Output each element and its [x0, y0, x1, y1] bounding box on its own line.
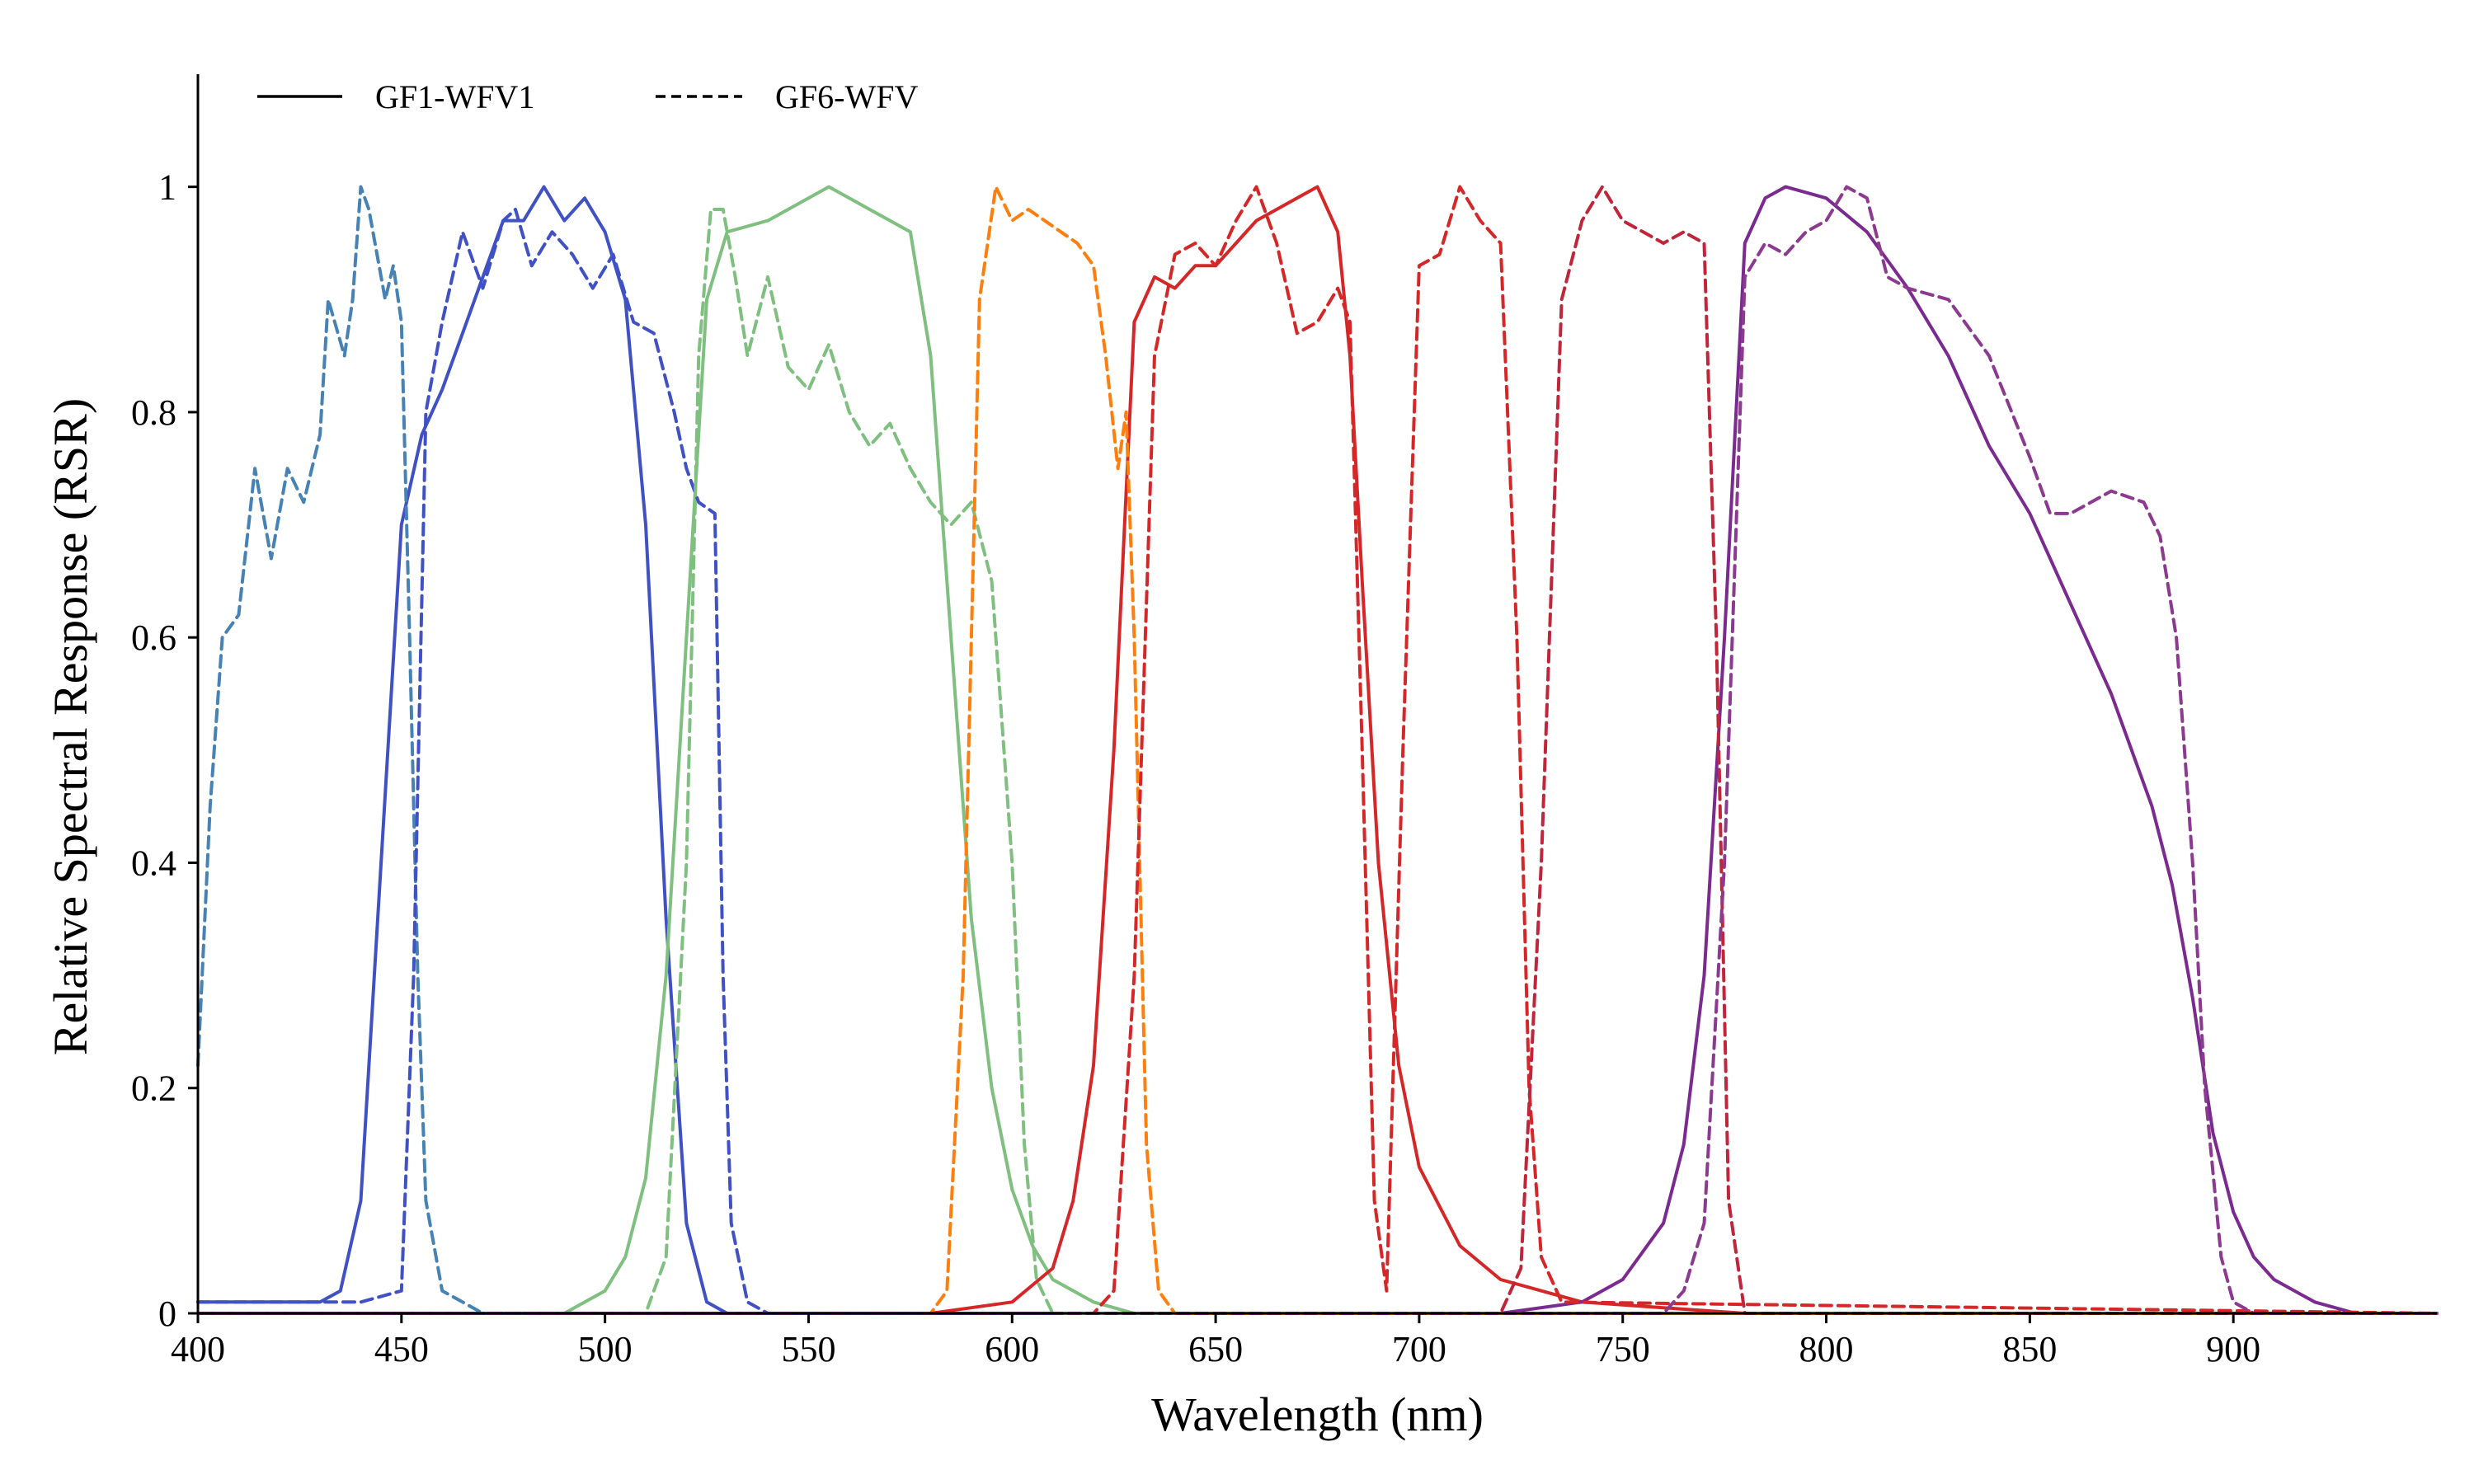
- x-tick-label: 700: [1392, 1329, 1446, 1369]
- x-tick-label: 850: [2002, 1329, 2057, 1369]
- legend-label-gf1: GF1-WFV1: [375, 78, 534, 115]
- series-line-4-gf6-wfv: [196, 185, 525, 1315]
- series-line-6-gf6-wfv: [196, 208, 2439, 1315]
- series-line-2-gf1-wfv1: [196, 185, 2439, 1315]
- x-tick-label: 400: [171, 1329, 225, 1369]
- x-tick-label: 800: [1799, 1329, 1854, 1369]
- legend-label-gf6: GF6-WFV: [775, 78, 918, 115]
- y-axis-title: Relative Spectral Response (RSR): [44, 398, 97, 1055]
- x-tick-label: 500: [578, 1329, 633, 1369]
- series-line-8-gf6-wfv: [196, 185, 2439, 1315]
- series-line-10-gf6-wfv: [196, 185, 2439, 1315]
- x-tick-label: 550: [781, 1329, 835, 1369]
- x-tick-label: 450: [374, 1329, 429, 1369]
- series-line-7-gf6-wfv: [196, 185, 2439, 1315]
- y-tick-label: 0: [158, 1294, 176, 1334]
- y-tick-label: 0.6: [131, 618, 176, 658]
- series-line-1-gf1-wfv1: [196, 185, 2439, 1315]
- x-axis-title: Wavelength (nm): [1151, 1388, 1484, 1441]
- y-tick-label: 1: [158, 167, 176, 208]
- x-tick-label: 650: [1188, 1329, 1243, 1369]
- y-tick-label: 0.8: [131, 392, 176, 433]
- series-layer: [196, 185, 2439, 1315]
- legend: GF1-WFV1 GF6-WFV: [257, 78, 918, 115]
- series-line-5-gf6-wfv: [196, 208, 2439, 1315]
- y-tick-label: 0.2: [131, 1068, 176, 1109]
- x-tick-label: 900: [2206, 1329, 2260, 1369]
- ticks-layer: 400 450 500 550 600 650 700 750 800 850 900 0 0.2 0.4…: [131, 167, 2260, 1369]
- series-line-9-gf6-wfv: [196, 185, 2439, 1315]
- x-tick-label: 750: [1596, 1329, 1650, 1369]
- series-line-3-gf1-wfv1: [196, 185, 2439, 1315]
- x-tick-label: 600: [985, 1329, 1039, 1369]
- y-tick-label: 0.4: [131, 843, 176, 883]
- series-line-0-gf1-wfv1: [196, 185, 2439, 1315]
- axes-layer: [196, 74, 2437, 1315]
